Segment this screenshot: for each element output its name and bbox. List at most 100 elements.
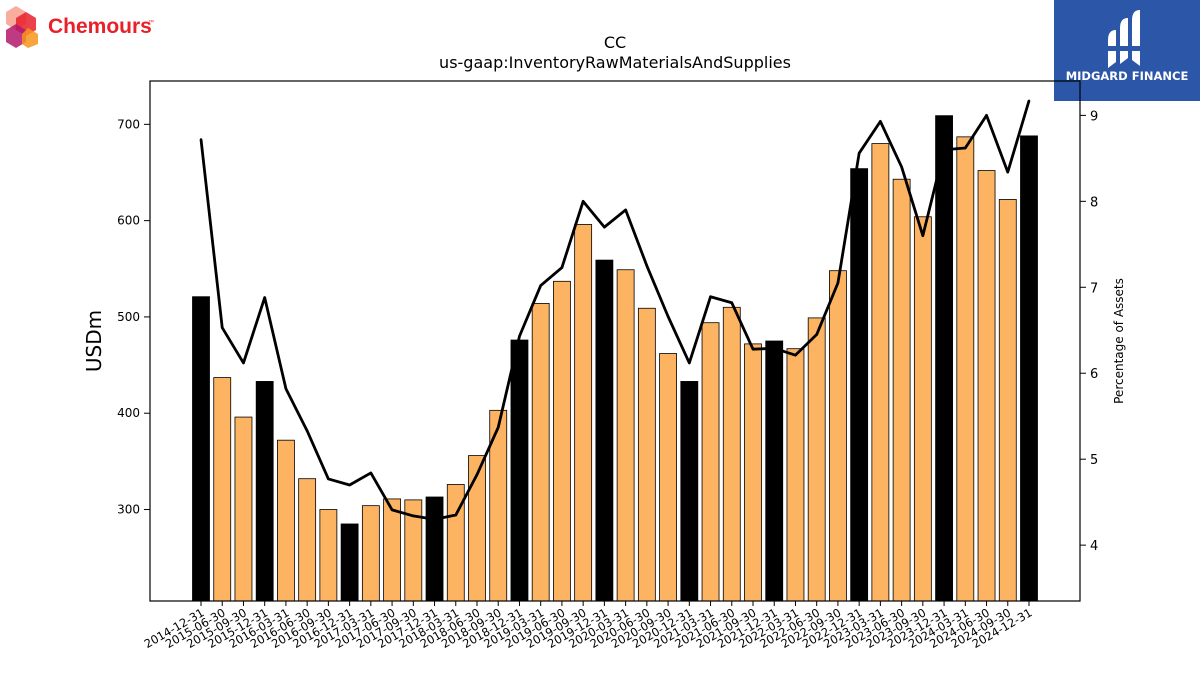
y2-tick-label: 5 <box>1090 453 1098 468</box>
series-line <box>199 100 1031 521</box>
line-point <box>921 234 925 237</box>
line-point <box>815 333 818 336</box>
line-point <box>327 477 330 481</box>
chart-title: CC <box>604 33 626 52</box>
y2-tick-label: 6 <box>1090 367 1098 382</box>
line-point <box>666 315 670 318</box>
line-point <box>581 200 585 203</box>
line-point <box>305 429 309 433</box>
line-point <box>199 138 203 141</box>
line-point <box>709 295 712 298</box>
bar <box>701 322 720 602</box>
midgard-finance-logo: MIDGARD FINANCE <box>1054 0 1200 101</box>
line-point <box>942 148 946 151</box>
line-point <box>836 281 840 285</box>
chemours-logo: Chemours ™ <box>4 4 164 48</box>
bar <box>998 199 1017 602</box>
bar <box>786 348 805 602</box>
chemours-logo-text: Chemours <box>48 15 152 38</box>
bar <box>977 170 996 602</box>
y-axis-left: 300 400 500 600 700 <box>117 117 150 517</box>
line-point <box>794 353 797 357</box>
bar <box>722 306 741 602</box>
bar <box>255 381 274 602</box>
bar <box>807 317 826 602</box>
line-point <box>390 508 394 512</box>
y-axis-right: 4 5 6 7 8 9 <box>1080 109 1098 554</box>
midgard-logo-mark-icon: MIDGARD FINANCE <box>1066 10 1189 83</box>
bar <box>1020 135 1038 602</box>
bar <box>277 439 295 602</box>
bar <box>637 307 656 602</box>
bar <box>510 339 529 602</box>
chemours-logo-tm: ™ <box>148 19 154 26</box>
line-point <box>773 347 776 350</box>
y-tick-label: 600 <box>117 214 140 228</box>
bar <box>659 353 677 602</box>
line-point <box>730 301 733 304</box>
x-axis: 2014-12-312015-06-302015-09-302015-12-31… <box>142 601 1035 651</box>
bar <box>553 280 571 602</box>
bar <box>850 168 869 602</box>
line-point <box>539 284 542 287</box>
y2-tick-label: 9 <box>1090 109 1098 124</box>
bar <box>616 269 635 602</box>
bar-series <box>192 115 1038 602</box>
y-tick-label: 300 <box>117 503 140 517</box>
bar <box>192 296 210 602</box>
y2-tick-label: 7 <box>1090 281 1098 296</box>
bar <box>234 416 253 602</box>
line-point <box>497 426 500 429</box>
line-point <box>242 361 245 365</box>
bar <box>680 381 699 602</box>
chemours-logo-mark-icon: Chemours ™ <box>6 6 154 48</box>
line-point <box>964 146 967 150</box>
line-point <box>284 387 288 390</box>
line-point <box>857 152 861 155</box>
line-point <box>879 120 882 123</box>
bar <box>871 143 890 602</box>
bar <box>956 136 975 602</box>
bar <box>744 343 762 602</box>
y-tick-label: 500 <box>117 310 140 324</box>
y2-axis-label: Percentage of Assets <box>1112 278 1126 404</box>
plot-frame <box>149 80 1081 602</box>
line-point <box>624 208 627 212</box>
y-tick-label: 700 <box>117 117 140 131</box>
bar <box>913 216 932 602</box>
bar <box>574 224 593 602</box>
chart-subtitle: us-gaap:InventoryRawMaterialsAndSupplies <box>439 53 791 72</box>
line-point <box>412 514 415 518</box>
line-point <box>263 296 266 299</box>
bar <box>595 259 614 602</box>
bar <box>425 496 444 602</box>
bar <box>383 498 401 602</box>
bar <box>340 523 359 602</box>
line-point <box>454 513 457 517</box>
line-point <box>645 264 649 267</box>
line-point <box>1006 170 1009 174</box>
midgard-logo-text: MIDGARD FINANCE <box>1066 69 1189 83</box>
bar <box>213 377 232 602</box>
line-point <box>369 471 373 475</box>
bar <box>829 270 847 602</box>
line-point <box>348 483 351 487</box>
y-axis-label: USDm <box>82 310 106 372</box>
line-point <box>751 347 755 351</box>
bar <box>298 478 317 602</box>
line-point <box>1027 99 1031 102</box>
line-point <box>433 518 436 521</box>
bar <box>765 340 784 602</box>
y-tick-label: 400 <box>117 406 140 420</box>
line-series-layer <box>199 99 1031 521</box>
line-point <box>560 266 564 269</box>
bar <box>935 115 953 602</box>
y2-tick-label: 8 <box>1090 195 1098 210</box>
line-point <box>985 114 988 117</box>
bar <box>319 509 338 602</box>
y2-tick-label: 4 <box>1090 539 1098 554</box>
line-point <box>603 225 606 229</box>
line-point <box>475 473 479 476</box>
line-point <box>221 326 224 329</box>
